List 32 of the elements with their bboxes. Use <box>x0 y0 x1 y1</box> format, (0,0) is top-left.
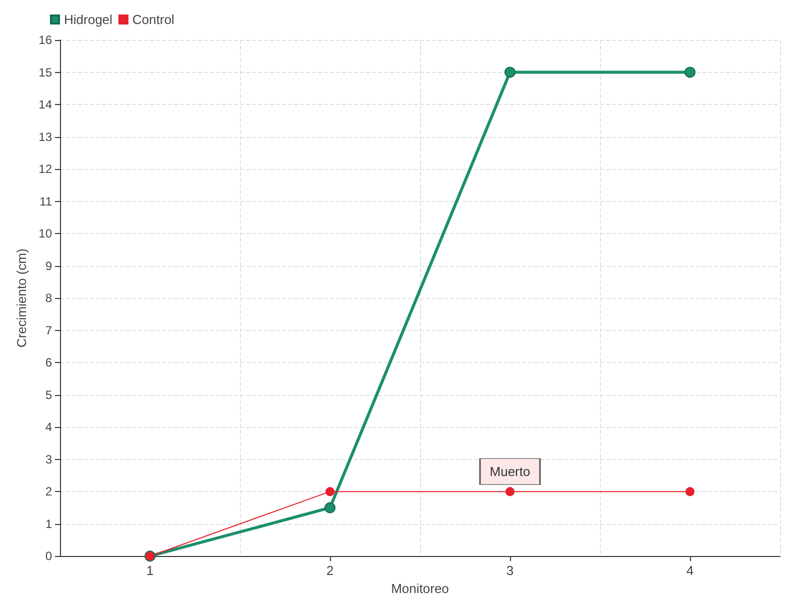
y-tick-label: 3 <box>45 452 52 466</box>
x-tick-label: 2 <box>326 563 334 578</box>
y-tick-label: 4 <box>45 420 52 434</box>
y-tick-label: 11 <box>40 194 52 208</box>
y-tick-label: 1 <box>45 516 52 531</box>
legend-label: Hidrogel <box>64 12 113 27</box>
x-axis-title: Monitoreo <box>391 581 449 596</box>
y-tick-label: 2 <box>45 484 52 499</box>
y-tick-label: 13 <box>38 130 52 144</box>
y-tick-label: 6 <box>45 356 52 370</box>
y-tick-label: 15 <box>38 65 52 80</box>
y-axis-title: Crecimiento (cm) <box>14 248 29 348</box>
point <box>686 487 694 496</box>
annotation: Muerto <box>490 464 530 480</box>
point <box>506 487 514 496</box>
y-tick-label: 14 <box>38 98 52 112</box>
x-tick-label: 4 <box>686 563 694 578</box>
y-tick-label: 7 <box>45 323 52 338</box>
y-tick-label: 5 <box>45 388 52 402</box>
point <box>684 66 696 78</box>
y-tick-label: 9 <box>45 258 52 273</box>
y-tick-label: 10 <box>38 226 52 241</box>
y-tick-label: 16 <box>38 33 52 47</box>
point <box>504 66 516 78</box>
point <box>324 502 336 514</box>
y-tick-label: 8 <box>45 291 52 306</box>
point <box>326 487 334 496</box>
y-tick-label: 0 <box>45 549 52 564</box>
x-tick-label: 1 <box>146 563 154 578</box>
y-tick-label: 12 <box>38 162 52 176</box>
legend-label: Control <box>132 12 174 27</box>
x-tick-label: 3 <box>506 563 514 578</box>
